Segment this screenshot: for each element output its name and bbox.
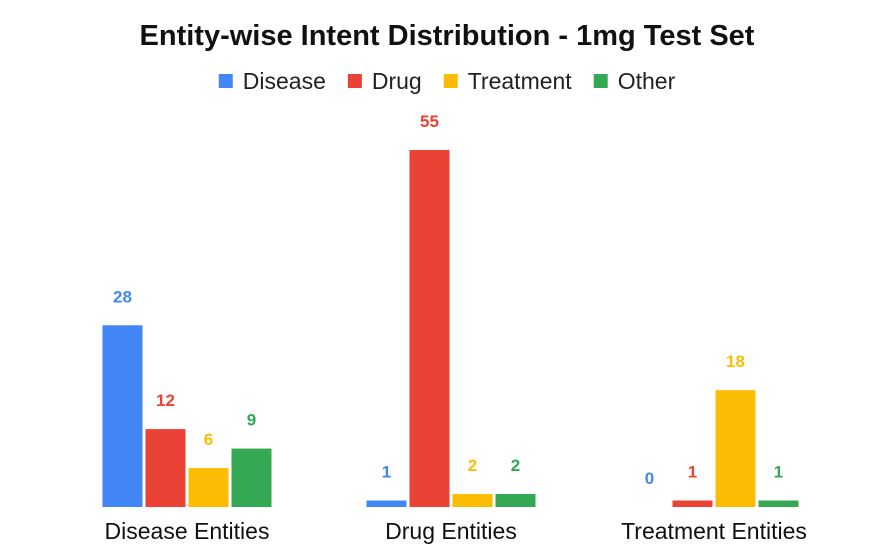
bar-drug-1 [409,150,450,507]
category-label-1: Drug Entities [385,518,517,544]
bar-other-0 [231,448,272,507]
bars [102,150,799,507]
value-label-disease-0: 28 [113,287,132,306]
legend-label-drug: Drug [372,68,422,94]
legend-swatch-drug [347,74,362,88]
category-axis: Disease Entities Drug Entities Treatment E… [105,518,807,544]
legend-swatch-disease [218,74,233,88]
legend-label-other: Other [618,68,676,94]
bar-disease-0 [102,325,143,507]
bar-other-1 [495,494,536,507]
legend-label-treatment: Treatment [468,68,573,94]
legend: Disease Drug Treatment Other [218,68,676,94]
category-label-2: Treatment Entities [621,518,807,544]
value-label-treatment-1: 2 [468,456,477,475]
value-label-drug-2: 1 [688,463,697,482]
bar-treatment-2 [715,390,756,507]
data-labels: 28 12 6 9 1 55 2 2 0 1 18 1 [113,112,783,488]
value-label-treatment-2: 18 [726,352,745,371]
legend-swatch-treatment [443,74,458,88]
value-label-disease-1: 1 [382,463,391,482]
value-label-drug-0: 12 [156,391,175,410]
value-label-drug-1: 55 [420,112,439,131]
bar-treatment-0 [188,468,229,507]
value-label-disease-2: 0 [645,469,654,488]
value-label-other-1: 2 [511,456,520,475]
category-label-0: Disease Entities [105,518,270,544]
value-label-treatment-0: 6 [204,430,213,449]
bar-disease-1 [366,500,407,507]
legend-swatch-other [593,74,608,88]
legend-label-disease: Disease [243,68,326,94]
value-label-other-0: 9 [247,411,256,430]
bar-other-2 [758,500,799,507]
value-label-other-2: 1 [774,463,783,482]
chart-title: Entity-wise Intent Distribution - 1mg Te… [140,20,755,52]
bar-drug-2 [672,500,713,507]
bar-drug-0 [145,429,186,507]
bar-treatment-1 [452,494,493,507]
